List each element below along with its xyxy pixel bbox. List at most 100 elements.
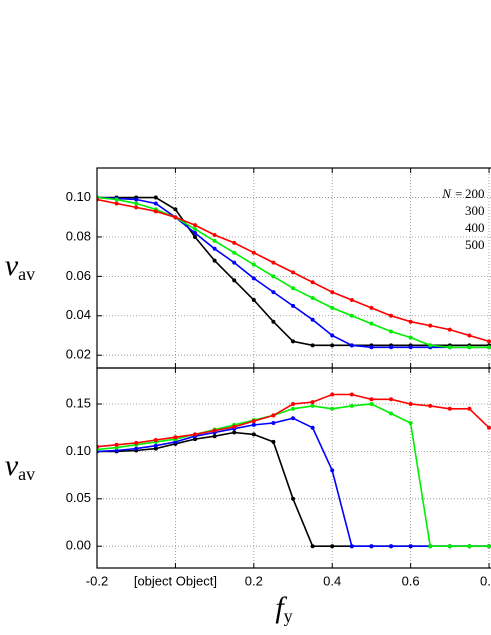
point: [369, 397, 374, 402]
point: [310, 343, 315, 348]
point: [251, 276, 256, 281]
y-axis-label: vav: [5, 249, 35, 284]
series: [97, 392, 491, 449]
point: [271, 413, 276, 418]
point: [193, 227, 198, 232]
point: [447, 345, 452, 350]
series: [97, 402, 491, 549]
point: [232, 430, 237, 435]
point: [232, 240, 237, 245]
point: [467, 544, 472, 549]
point: [428, 403, 433, 408]
point: [134, 197, 139, 202]
point: [389, 329, 394, 334]
point: [467, 345, 472, 350]
point: [291, 402, 296, 407]
point: [134, 205, 139, 210]
y-axis-symbol: v: [5, 449, 19, 482]
point: [310, 544, 315, 549]
y-tick-label: 0.04: [66, 307, 91, 322]
point: [134, 440, 139, 445]
y-tick-label: 0.10: [66, 189, 91, 204]
point: [251, 419, 256, 424]
y-axis-sub: av: [18, 464, 35, 484]
series: [97, 416, 491, 549]
point: [310, 400, 315, 405]
point: [291, 303, 296, 308]
point: [212, 428, 217, 433]
point: [349, 313, 354, 318]
point: [114, 201, 119, 206]
plot-frame: [96, 367, 491, 569]
legend-label: 300: [465, 203, 485, 218]
point: [232, 260, 237, 265]
point: [153, 443, 158, 448]
legend-label: 500: [465, 237, 485, 252]
point: [291, 339, 296, 344]
point: [114, 445, 119, 450]
point: [232, 250, 237, 255]
point: [271, 290, 276, 295]
y-axis-label: vav: [5, 449, 35, 484]
point: [193, 223, 198, 228]
legend-title: N =: [441, 186, 463, 201]
x-tick-label: 0.4: [323, 573, 341, 588]
point: [408, 345, 413, 350]
point: [349, 403, 354, 408]
point: [232, 278, 237, 283]
point: [271, 274, 276, 279]
point: [408, 319, 413, 324]
point: [153, 201, 158, 206]
point: [428, 323, 433, 328]
point: [153, 195, 158, 200]
point: [487, 425, 491, 430]
point: [349, 544, 354, 549]
x-tick-label: -0.2: [86, 573, 108, 588]
point: [134, 446, 139, 451]
point: [153, 446, 158, 451]
point: [330, 406, 335, 411]
point: [310, 317, 315, 322]
point: [330, 333, 335, 338]
x-axis-label: fy: [275, 591, 292, 626]
point: [291, 416, 296, 421]
point: [428, 544, 433, 549]
point: [408, 544, 413, 549]
point: [193, 234, 198, 239]
point: [369, 345, 374, 350]
series-line: [97, 417, 489, 547]
point: [173, 439, 178, 444]
point: [330, 468, 335, 473]
point: [369, 544, 374, 549]
series: [97, 197, 491, 344]
point: [193, 437, 198, 442]
point: [271, 319, 276, 324]
point: [291, 270, 296, 275]
point: [467, 406, 472, 411]
x-axis-sub: y: [284, 606, 293, 626]
point: [271, 420, 276, 425]
point: [428, 343, 433, 348]
x-tick-label: [object Object]: [134, 573, 217, 588]
x-tick-label: 0.2: [245, 573, 263, 588]
point: [447, 406, 452, 411]
point: [291, 286, 296, 291]
point: [173, 435, 178, 440]
point: [251, 432, 256, 437]
point: [389, 397, 394, 402]
point: [251, 422, 256, 427]
point: [487, 339, 491, 344]
point: [310, 425, 315, 430]
point: [114, 448, 119, 453]
point: [212, 238, 217, 243]
series: [97, 195, 491, 350]
y-tick-label: 0.08: [66, 228, 91, 243]
point: [369, 321, 374, 326]
point: [389, 544, 394, 549]
point: [251, 262, 256, 267]
point: [134, 201, 139, 206]
point: [349, 392, 354, 397]
point: [330, 343, 335, 348]
point: [369, 402, 374, 407]
